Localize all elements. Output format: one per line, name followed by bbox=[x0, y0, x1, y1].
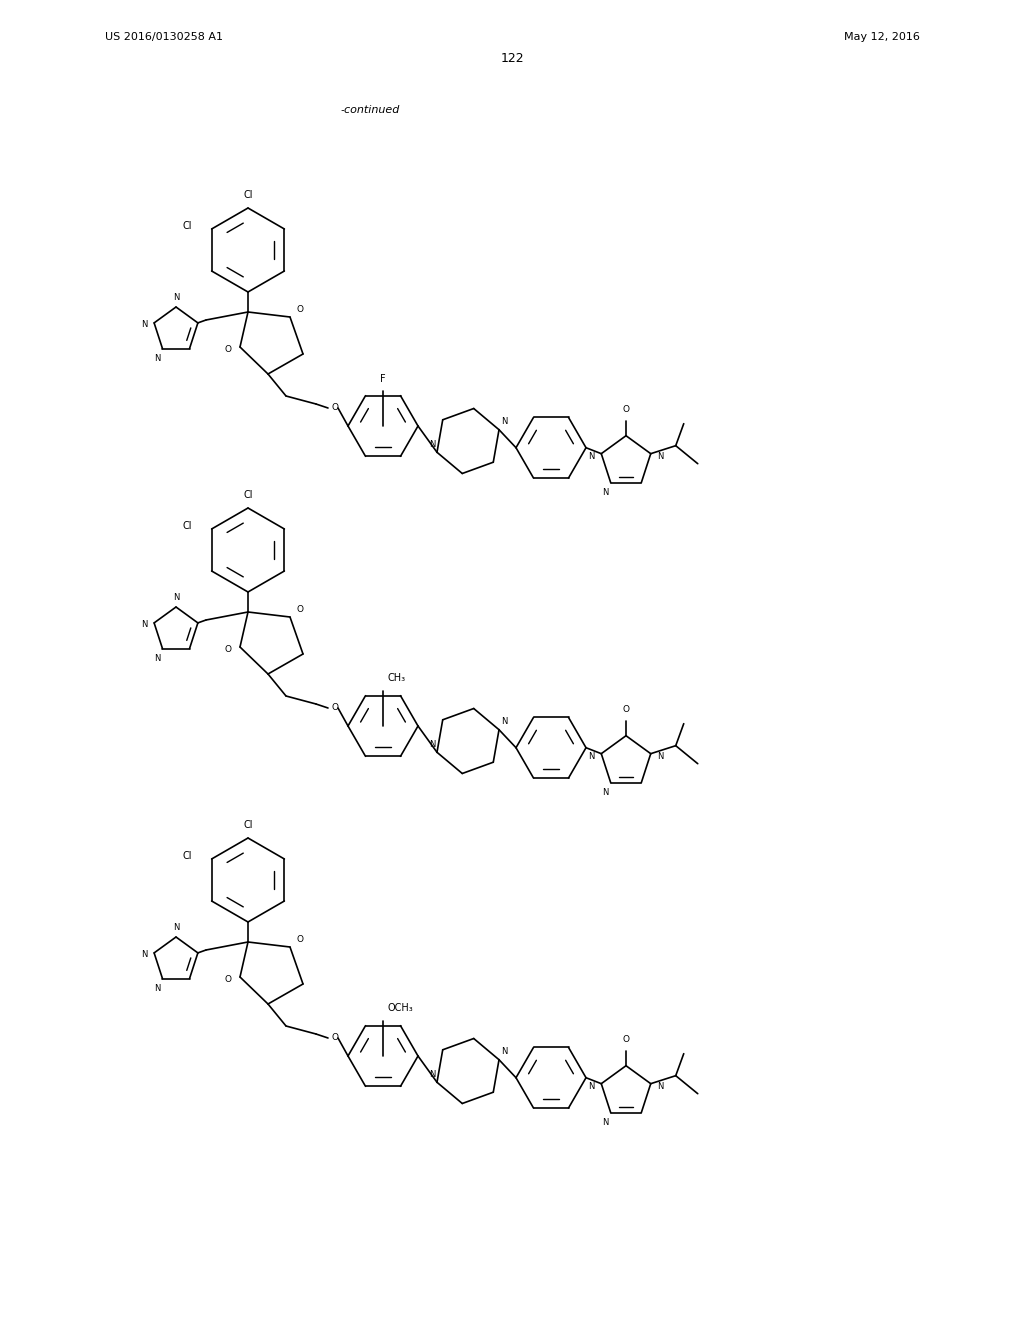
Text: Cl: Cl bbox=[182, 851, 191, 861]
Text: N: N bbox=[602, 1118, 609, 1127]
Text: CH₃: CH₃ bbox=[388, 673, 407, 682]
Text: F: F bbox=[380, 374, 386, 384]
Text: N: N bbox=[657, 1082, 664, 1092]
Text: O: O bbox=[224, 644, 231, 653]
Text: N: N bbox=[429, 1069, 435, 1078]
Text: Cl: Cl bbox=[244, 490, 253, 500]
Text: O: O bbox=[297, 305, 303, 314]
Text: N: N bbox=[588, 1082, 595, 1092]
Text: N: N bbox=[173, 923, 179, 932]
Text: 122: 122 bbox=[500, 51, 524, 65]
Text: N: N bbox=[155, 655, 161, 663]
Text: OCH₃: OCH₃ bbox=[388, 1003, 414, 1012]
Text: N: N bbox=[141, 950, 147, 960]
Text: N: N bbox=[155, 354, 161, 363]
Text: O: O bbox=[332, 1034, 339, 1043]
Text: O: O bbox=[623, 1035, 630, 1044]
Text: O: O bbox=[623, 405, 630, 414]
Text: N: N bbox=[588, 752, 595, 762]
Text: May 12, 2016: May 12, 2016 bbox=[844, 32, 920, 42]
Text: O: O bbox=[332, 404, 339, 412]
Text: N: N bbox=[588, 453, 595, 461]
Text: O: O bbox=[623, 705, 630, 714]
Text: N: N bbox=[657, 752, 664, 762]
Text: US 2016/0130258 A1: US 2016/0130258 A1 bbox=[105, 32, 223, 42]
Text: N: N bbox=[501, 717, 507, 726]
Text: O: O bbox=[297, 605, 303, 614]
Text: O: O bbox=[224, 974, 231, 983]
Text: N: N bbox=[173, 593, 179, 602]
Text: Cl: Cl bbox=[244, 820, 253, 830]
Text: N: N bbox=[429, 739, 435, 748]
Text: N: N bbox=[155, 985, 161, 993]
Text: N: N bbox=[429, 440, 435, 449]
Text: N: N bbox=[141, 321, 147, 330]
Text: N: N bbox=[173, 293, 179, 301]
Text: Cl: Cl bbox=[182, 220, 191, 231]
Text: O: O bbox=[332, 704, 339, 713]
Text: N: N bbox=[141, 620, 147, 630]
Text: N: N bbox=[602, 788, 609, 797]
Text: O: O bbox=[297, 935, 303, 944]
Text: Cl: Cl bbox=[244, 190, 253, 201]
Text: Cl: Cl bbox=[182, 521, 191, 531]
Text: N: N bbox=[501, 1047, 507, 1056]
Text: N: N bbox=[602, 488, 609, 498]
Text: N: N bbox=[501, 417, 507, 426]
Text: N: N bbox=[657, 453, 664, 461]
Text: -continued: -continued bbox=[340, 106, 399, 115]
Text: O: O bbox=[224, 345, 231, 354]
